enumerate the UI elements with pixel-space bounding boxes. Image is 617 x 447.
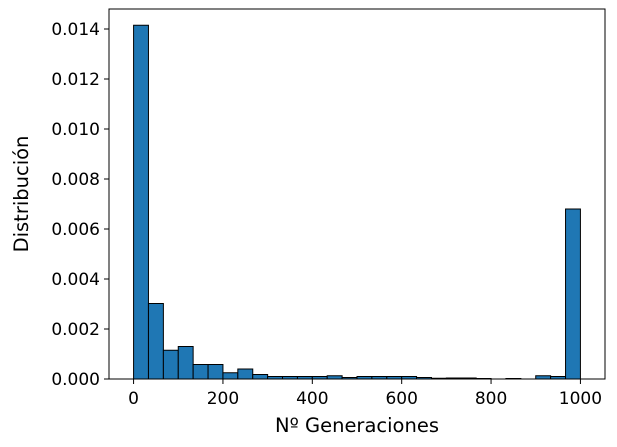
- bars-group: [133, 24, 581, 380]
- histogram-bar: [177, 346, 194, 380]
- x-axis-ticks: 0 200 400 600 800 1000: [128, 379, 602, 409]
- histogram-bar: [147, 303, 164, 380]
- y-tick-label: 0.010: [51, 120, 100, 140]
- histogram-bar: [222, 372, 239, 380]
- y-tick-label: 0.002: [51, 320, 100, 340]
- x-tick-label: 600: [385, 389, 417, 409]
- histogram-bar: [207, 364, 224, 380]
- histogram-bar: [133, 24, 149, 380]
- y-tick-label: 0.008: [51, 170, 100, 190]
- y-tick-label: 0.012: [51, 70, 100, 90]
- x-tick-label: 800: [475, 389, 507, 409]
- histogram-bar: [252, 374, 269, 380]
- histogram-bar: [162, 349, 179, 380]
- x-tick-label: 0: [128, 389, 139, 409]
- histogram-bar: [565, 208, 581, 380]
- y-axis-label: Distribución: [10, 136, 33, 253]
- y-tick-label: 0.006: [51, 220, 100, 240]
- histogram-bar: [237, 368, 254, 380]
- y-tick-label: 0.014: [51, 20, 100, 40]
- x-axis-label: Nº Generaciones: [275, 414, 439, 437]
- x-tick-label: 200: [207, 389, 239, 409]
- y-tick-label: 0.000: [51, 370, 100, 390]
- plot-frame: [108, 8, 606, 380]
- x-tick-label: 400: [296, 389, 328, 409]
- x-tick-label: 1000: [559, 389, 602, 409]
- histogram-bar: [192, 364, 209, 380]
- y-tick-label: 0.004: [51, 270, 100, 290]
- y-axis-ticks: 0.000 0.002 0.004 0.006 0.008 0.010 0.012 0.014: [51, 20, 109, 390]
